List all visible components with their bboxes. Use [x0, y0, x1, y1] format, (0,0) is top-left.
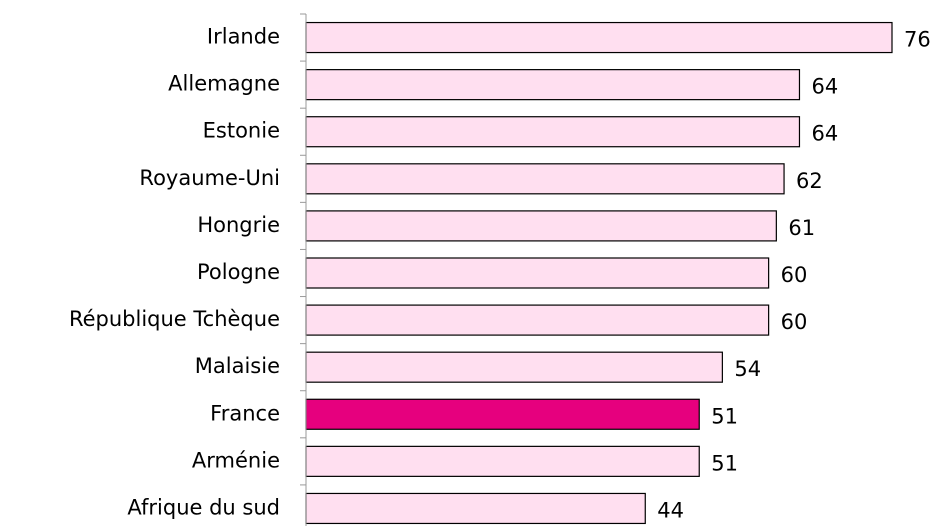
bar	[305, 351, 723, 383]
bar	[305, 116, 801, 148]
category-label: Afrique du sud	[127, 495, 280, 519]
category-label: Hongrie	[197, 213, 280, 237]
category-label: France	[210, 401, 280, 425]
value-label: 60	[781, 310, 808, 334]
category-label: Allemagne	[168, 72, 280, 96]
value-label: 64	[811, 122, 838, 146]
category-label: Royaume-Uni	[139, 166, 280, 190]
bar	[305, 69, 801, 101]
bar	[305, 398, 700, 430]
category-label: Malaisie	[195, 354, 280, 378]
bar	[305, 21, 893, 54]
value-label: 44	[657, 498, 684, 522]
value-label: 51	[711, 451, 738, 475]
bar	[305, 257, 770, 289]
value-label: 54	[734, 357, 761, 381]
category-label: République Tchèque	[69, 307, 280, 331]
category-label: Irlande	[207, 25, 280, 49]
bar	[305, 445, 700, 477]
value-label: 64	[811, 75, 838, 99]
value-label: 62	[796, 169, 823, 193]
bar	[305, 163, 785, 195]
value-label: 76	[904, 28, 931, 52]
category-label: Estonie	[203, 119, 280, 143]
category-label: Pologne	[197, 260, 280, 284]
bar	[305, 210, 777, 242]
bar	[305, 304, 770, 336]
bar	[305, 492, 646, 525]
value-label: 51	[711, 404, 738, 428]
value-label: 61	[788, 216, 815, 240]
category-label: Arménie	[192, 448, 280, 472]
value-label: 60	[781, 263, 808, 287]
